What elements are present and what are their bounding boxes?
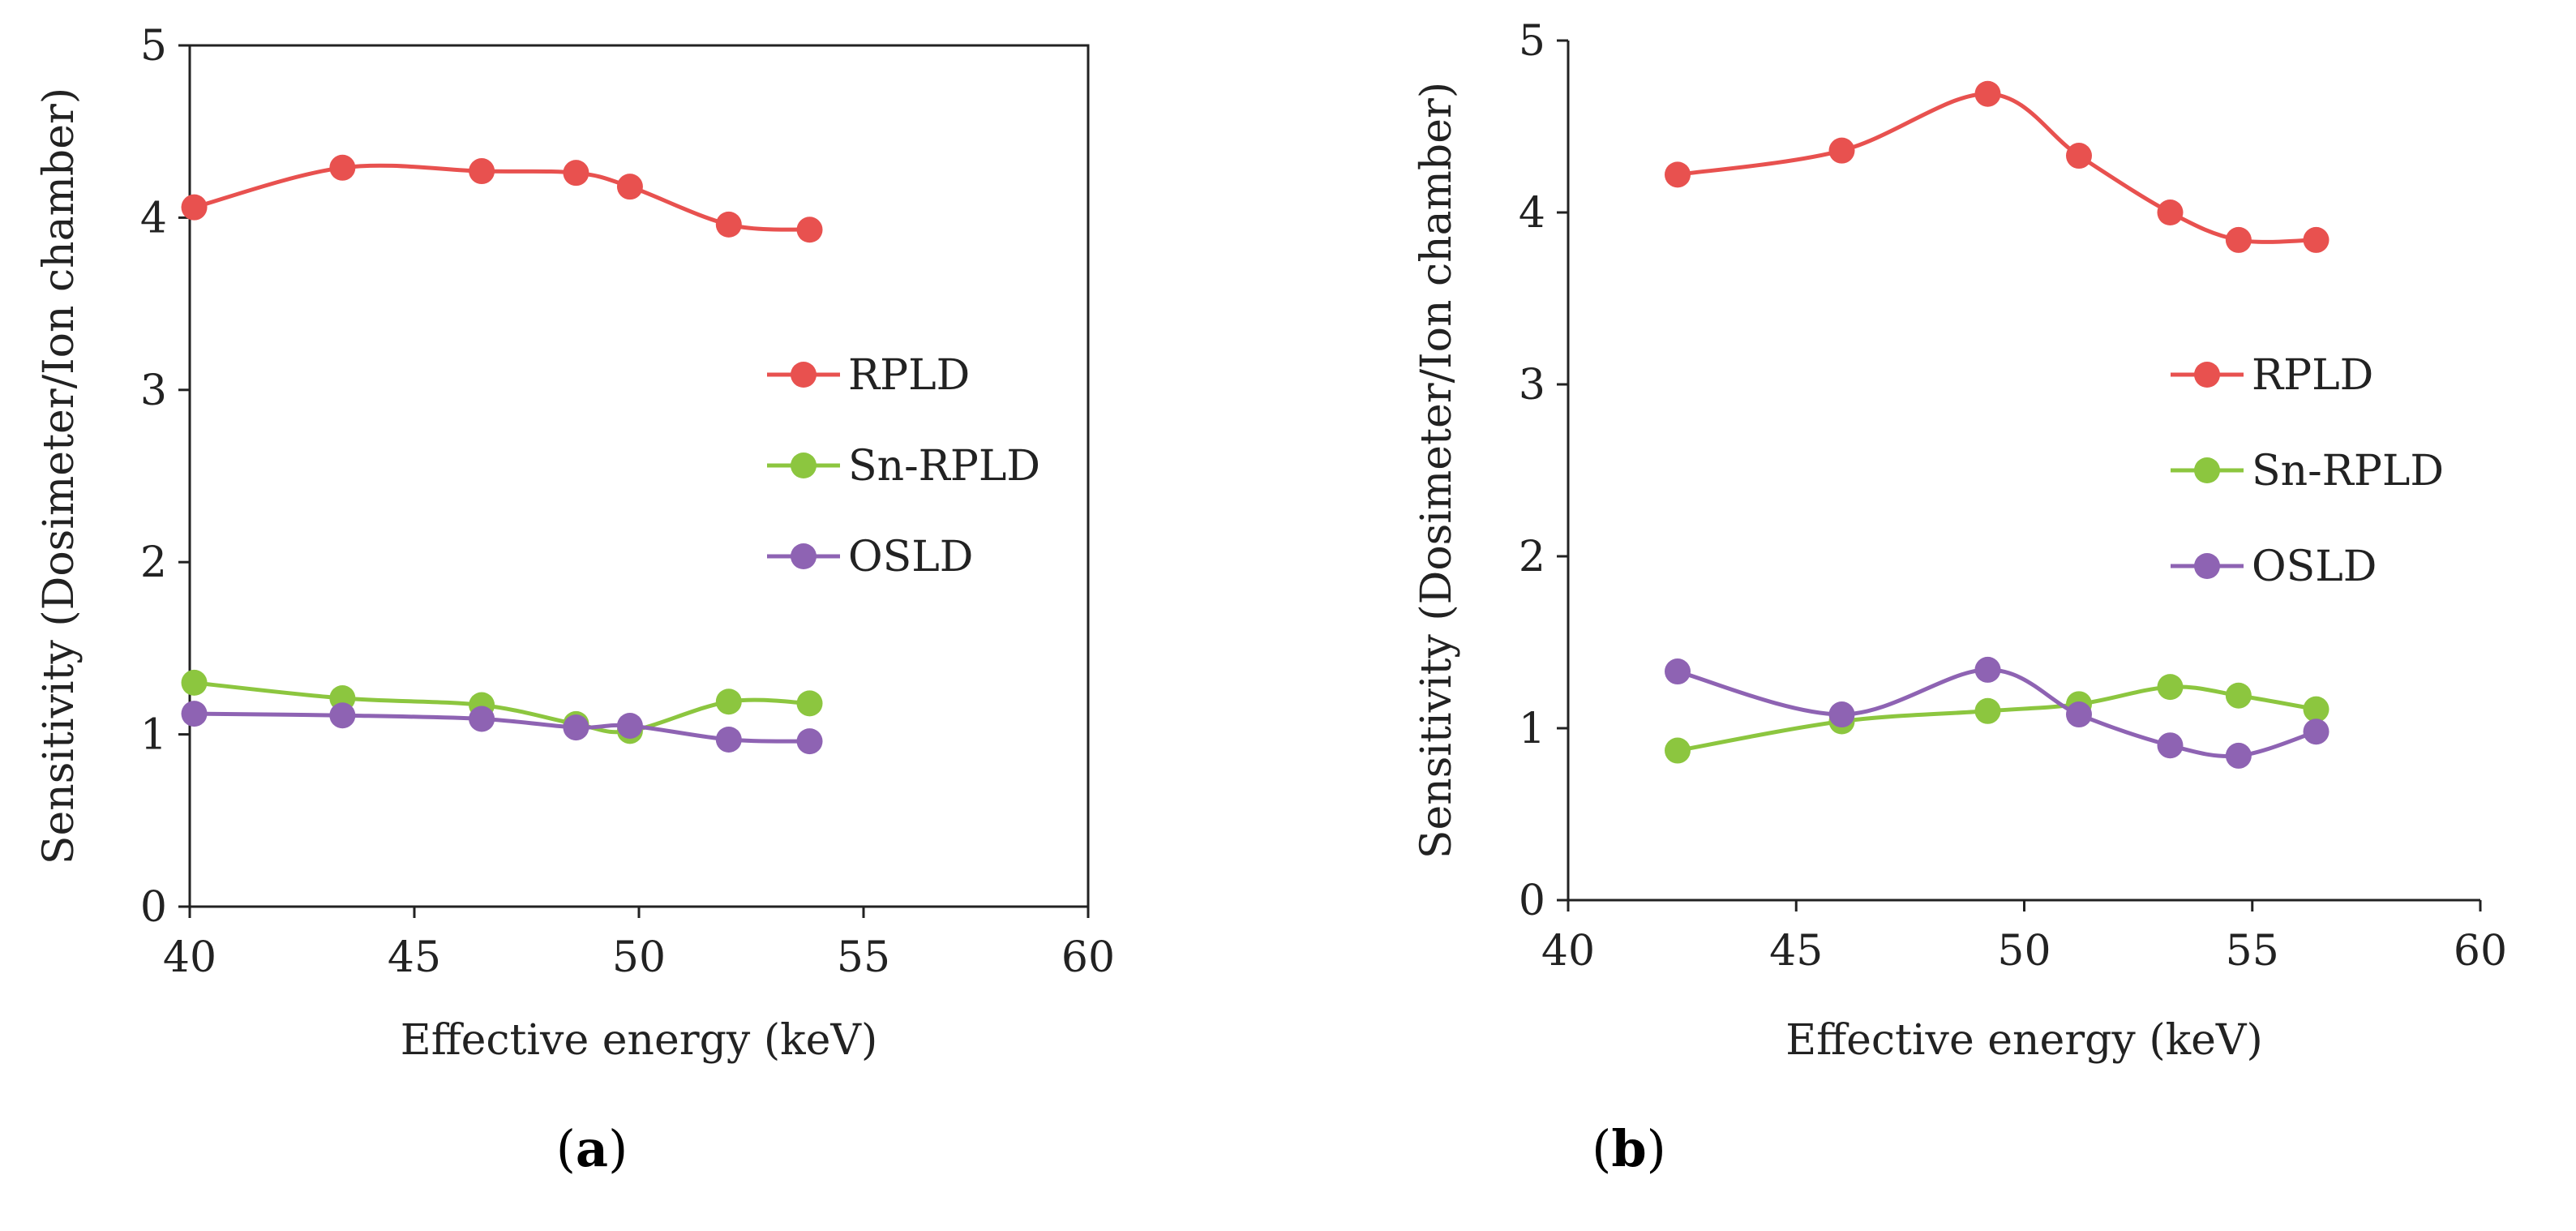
x-tick-label: 55 <box>2226 927 2279 976</box>
x-tick-label: 60 <box>1061 933 1115 982</box>
panel-a: 0 1 2 3 4 5 40 45 50 55 60 Effective energy (keV) Se… <box>35 22 1115 1178</box>
legend-marker-osld <box>791 543 817 569</box>
x-tick-label: 60 <box>2454 927 2507 976</box>
legend-marker-osld <box>2194 553 2220 579</box>
y-tick-label: 4 <box>140 194 167 242</box>
x-axis-label: Effective energy (keV) <box>401 1016 878 1065</box>
data-point-osld <box>1974 656 2001 683</box>
legend-marker-rpld <box>791 362 817 388</box>
data-point-rpld <box>715 211 742 238</box>
y-tick-label: 1 <box>1519 705 1545 753</box>
data-point-rpld <box>2303 226 2330 253</box>
y-axis-label: Sensitivity (Dosimeter/Ion chamber) <box>1412 82 1461 859</box>
data-point-osld <box>469 706 495 732</box>
x-axis-label: Effective energy (keV) <box>1785 1016 2263 1065</box>
legend-marker-rpld <box>2194 362 2220 388</box>
y-tick-label: 0 <box>140 883 167 932</box>
data-point-rpld <box>1828 137 1855 164</box>
y-tick-label: 1 <box>140 711 167 760</box>
data-point-sn-rpld <box>2303 696 2330 723</box>
data-point-osld <box>563 714 589 741</box>
x-tick-label: 50 <box>1997 927 2051 976</box>
data-point-sn-rpld <box>1974 697 2001 724</box>
legend-label-rpld: RPLD <box>2252 351 2373 400</box>
data-point-sn-rpld <box>715 688 742 715</box>
y-tick-label: 4 <box>1519 189 1545 238</box>
data-point-osld <box>329 702 356 729</box>
y-tick-label: 5 <box>1519 17 1545 66</box>
data-point-osld <box>796 728 823 755</box>
x-tick-label: 40 <box>163 933 216 982</box>
y-tick-label: 2 <box>140 538 167 587</box>
legend-label-osld: OSLD <box>2252 543 2377 591</box>
data-point-osld <box>181 701 208 727</box>
x-tick-label: 45 <box>1769 927 1823 976</box>
panel-b: 0 1 2 3 4 5 40 45 50 55 60 Effective energy (keV) Se… <box>1288 0 2576 1231</box>
x-tick-label: 55 <box>837 933 890 982</box>
data-point-osld <box>2225 742 2252 769</box>
data-point-osld <box>616 712 643 739</box>
y-tick-label: 0 <box>1519 877 1545 925</box>
x-tick-label: 50 <box>612 933 666 982</box>
legend-label-rpld: RPLD <box>848 351 970 400</box>
legend-label-osld: OSLD <box>848 533 973 581</box>
y-tick-label: 2 <box>1519 533 1545 581</box>
data-point-sn-rpld <box>1665 737 1691 764</box>
data-point-rpld <box>1665 161 1691 188</box>
data-point-sn-rpld <box>2157 674 2184 701</box>
data-point-sn-rpld <box>181 669 208 696</box>
data-point-rpld <box>2225 226 2252 253</box>
y-tick-label: 3 <box>1519 361 1545 410</box>
data-point-osld <box>1665 658 1691 685</box>
legend-marker-sn-rpld <box>791 453 817 478</box>
panel-b-caption: (b) <box>1592 1119 1666 1178</box>
data-point-rpld <box>796 217 823 243</box>
data-point-osld <box>2066 701 2092 728</box>
x-tick-label: 45 <box>388 933 441 982</box>
series-line-rpld <box>1677 92 2317 244</box>
y-axis-label: Sensitivity (Dosimeter/Ion chamber) <box>35 88 84 864</box>
data-point-osld <box>1828 701 1855 728</box>
data-point-rpld <box>329 154 356 181</box>
data-point-osld <box>2303 718 2330 745</box>
data-point-osld <box>2157 732 2184 759</box>
data-point-sn-rpld <box>796 690 823 717</box>
data-point-rpld <box>2157 199 2184 225</box>
data-point-rpld <box>181 194 208 221</box>
legend-marker-sn-rpld <box>2194 457 2220 483</box>
data-point-osld <box>715 726 742 753</box>
legend-label-sn-rpld: Sn-RPLD <box>2252 447 2444 495</box>
data-point-rpld <box>469 158 495 185</box>
data-point-rpld <box>616 174 643 200</box>
x-tick-label: 40 <box>1541 927 1595 976</box>
data-point-rpld <box>1974 80 2001 107</box>
data-point-rpld <box>563 160 589 187</box>
legend-label-sn-rpld: Sn-RPLD <box>848 442 1040 491</box>
data-point-rpld <box>2066 143 2092 169</box>
y-tick-label: 3 <box>140 367 167 415</box>
data-point-sn-rpld <box>2225 682 2252 709</box>
y-tick-label: 5 <box>140 22 167 71</box>
panel-a-caption: (a) <box>555 1119 628 1178</box>
